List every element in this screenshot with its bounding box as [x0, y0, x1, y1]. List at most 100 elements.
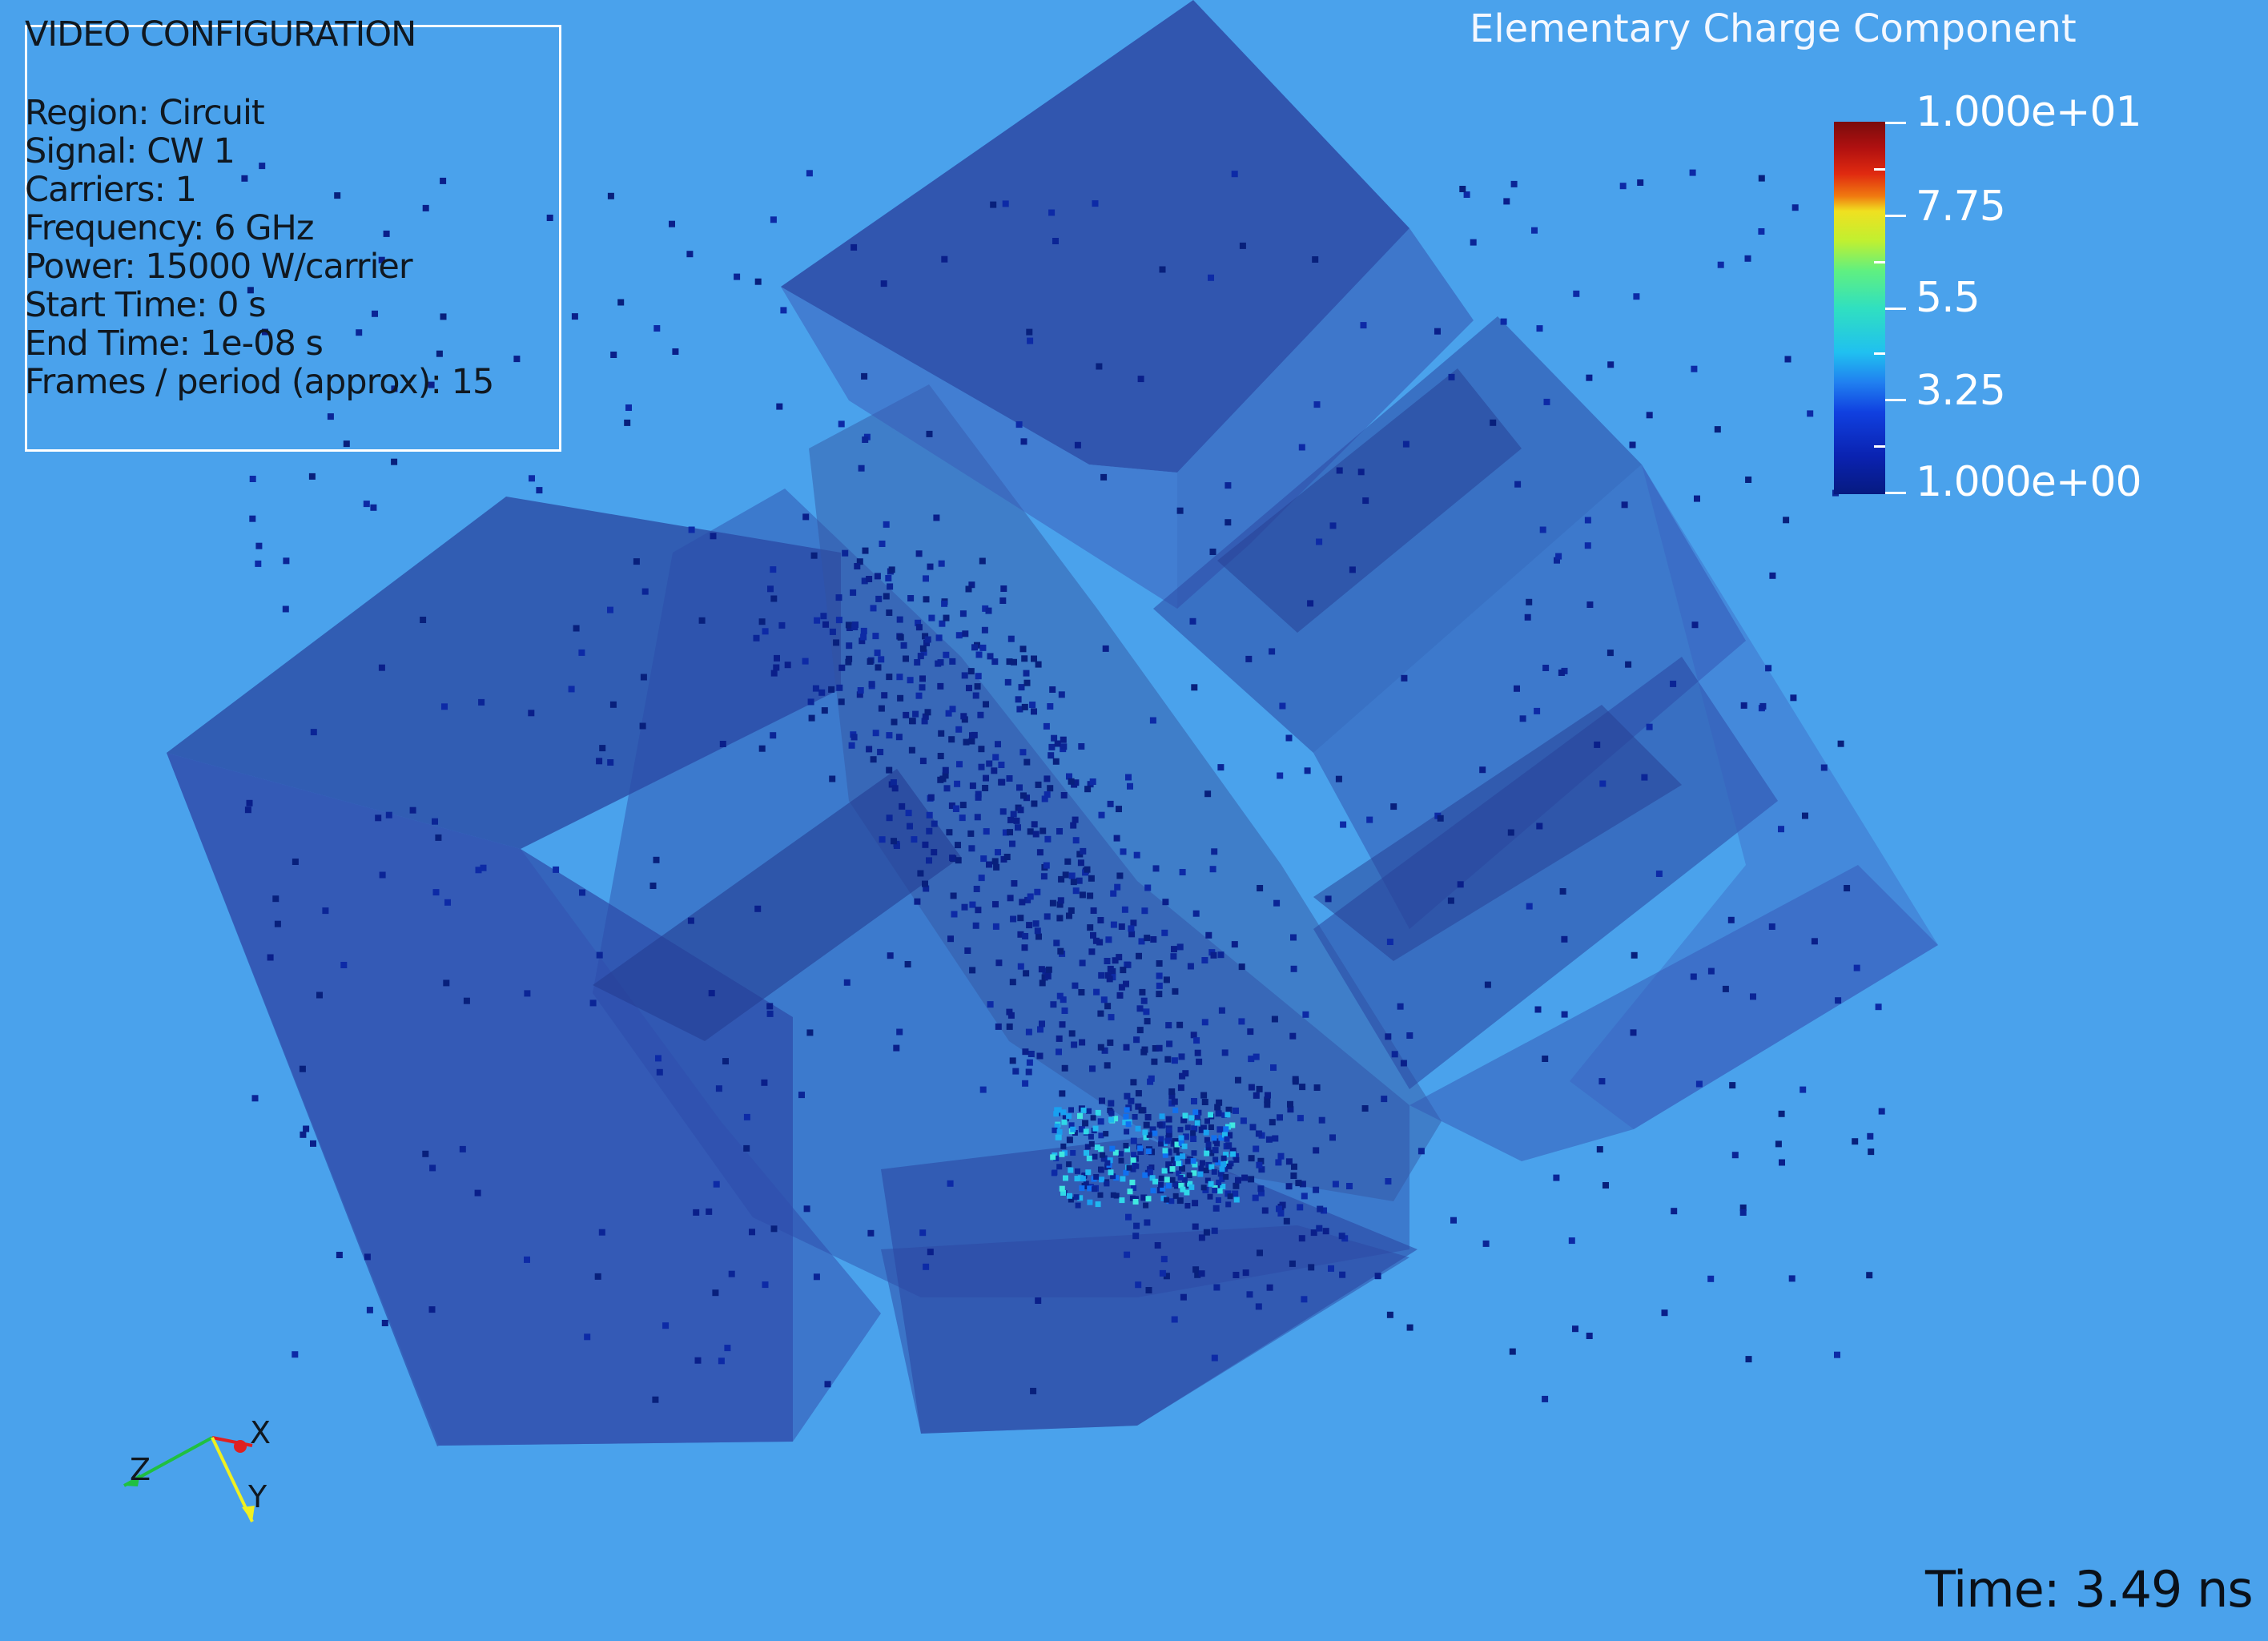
particle [1093, 1174, 1100, 1180]
particle [1087, 1185, 1093, 1192]
particle [1060, 1109, 1067, 1116]
particle [1221, 1049, 1228, 1056]
particle [980, 855, 987, 863]
particle [1187, 963, 1194, 970]
particle [1151, 1058, 1158, 1065]
particle [1189, 617, 1196, 625]
particle [1778, 1110, 1785, 1117]
particle [1144, 935, 1151, 942]
particle [896, 616, 903, 623]
particle [1156, 1121, 1163, 1128]
particle [875, 664, 882, 671]
particle [1156, 982, 1163, 989]
particle [1071, 1041, 1078, 1048]
particle [1218, 1135, 1224, 1141]
particle [1176, 1160, 1182, 1167]
particle [1258, 1189, 1265, 1197]
particle [1791, 204, 1799, 211]
particle [1279, 702, 1286, 710]
particle [1745, 1356, 1752, 1363]
particle [959, 802, 967, 809]
particle [1275, 1159, 1282, 1166]
particle [1137, 1145, 1144, 1152]
particle [1852, 1138, 1859, 1145]
particle [903, 655, 909, 662]
particle [1039, 979, 1046, 987]
particle [766, 1003, 774, 1010]
particle [1285, 1158, 1293, 1165]
particle [1009, 1057, 1016, 1064]
particle [1036, 1052, 1044, 1060]
particle [383, 230, 390, 237]
particle [1257, 1157, 1265, 1164]
particle [1097, 1192, 1104, 1198]
particle [1235, 1176, 1241, 1184]
particle [1362, 497, 1369, 505]
particle [1044, 835, 1052, 843]
particle [1132, 1233, 1140, 1240]
particle [1277, 1152, 1285, 1160]
particle [366, 1306, 373, 1313]
particle [1112, 1149, 1119, 1156]
particle [247, 287, 254, 294]
particle [836, 684, 843, 691]
particle [1162, 1148, 1168, 1154]
particle [982, 605, 989, 612]
config-line-frequency: Frequency: 6 GHz [25, 208, 314, 248]
particle [1013, 817, 1020, 824]
particle [1297, 1204, 1304, 1211]
particle [422, 1150, 429, 1157]
particle [1027, 828, 1034, 835]
particle [1225, 1142, 1233, 1149]
particle [1104, 1160, 1111, 1166]
particle [1062, 1150, 1068, 1156]
particle [950, 892, 957, 899]
particle [1066, 1113, 1072, 1120]
particle [1149, 1175, 1156, 1181]
particle [1017, 915, 1024, 922]
particle [1233, 1107, 1239, 1114]
particle [1011, 658, 1017, 666]
particle [1287, 1100, 1293, 1108]
particle [1671, 1208, 1678, 1215]
particle [835, 594, 842, 601]
particle [1052, 1127, 1058, 1133]
particle [340, 962, 348, 968]
particle [1594, 741, 1601, 748]
particle [1607, 361, 1615, 368]
particle [598, 1229, 605, 1236]
particle [1169, 1166, 1176, 1172]
particle [1177, 1084, 1184, 1092]
inner-slot-2 [1217, 368, 1522, 633]
particle [1339, 1271, 1346, 1278]
particle [1181, 1143, 1188, 1149]
particle [1318, 1116, 1325, 1124]
particle [1090, 907, 1097, 914]
particle [1568, 1237, 1575, 1245]
particle [1066, 912, 1072, 919]
particle [1722, 985, 1729, 992]
particle [1198, 1234, 1205, 1241]
particle [1181, 1176, 1188, 1183]
particle [992, 901, 999, 908]
orientation-axes[interactable]: X Y Z [123, 1415, 271, 1522]
particle [1526, 598, 1533, 605]
left-block-top-face [167, 497, 841, 849]
particle [363, 501, 370, 508]
particle [1329, 1134, 1336, 1141]
particle [1172, 1138, 1179, 1145]
particle [941, 255, 948, 263]
particle [866, 576, 873, 582]
particle [262, 328, 268, 336]
particle [897, 633, 904, 641]
particle [1208, 1164, 1215, 1170]
particle [1054, 1123, 1060, 1129]
particle [1301, 1193, 1308, 1200]
particle [856, 691, 863, 698]
particle [923, 885, 930, 892]
particle [1159, 266, 1166, 273]
particle [860, 633, 867, 641]
particle [964, 947, 971, 954]
particle [1470, 239, 1477, 246]
